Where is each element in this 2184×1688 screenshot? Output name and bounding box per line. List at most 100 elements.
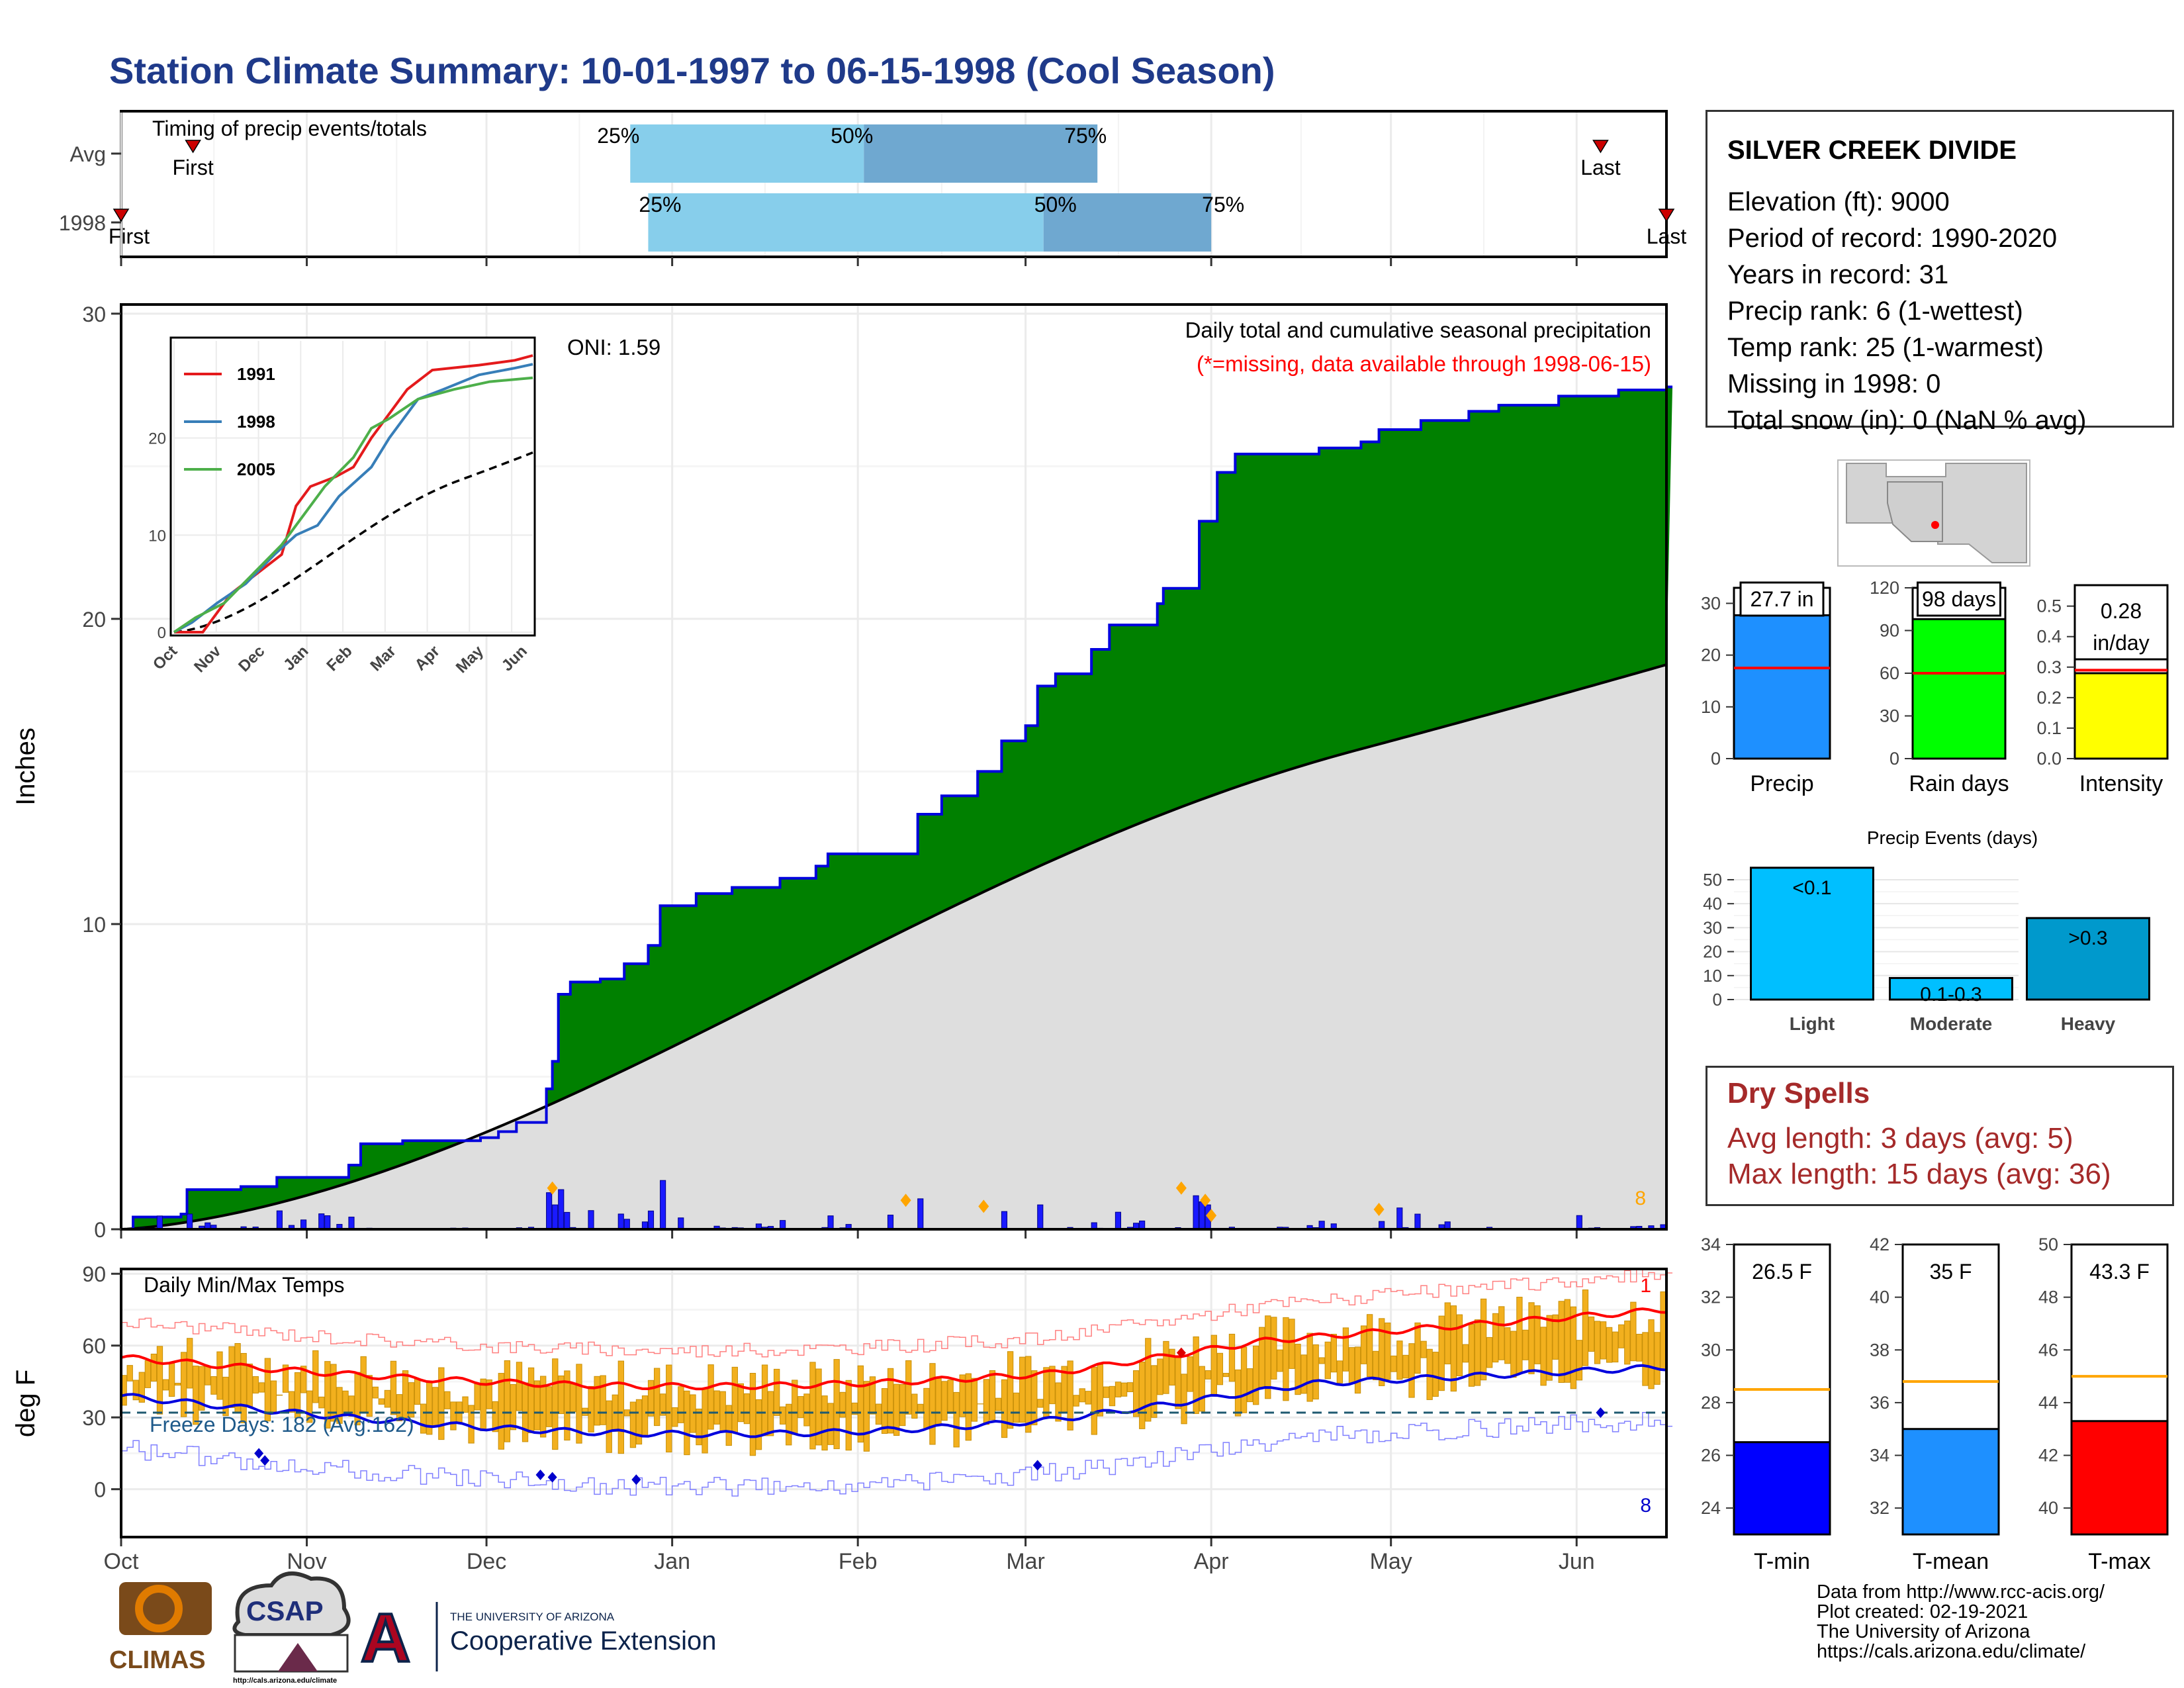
daily-precip-bar xyxy=(678,1217,684,1230)
average-min-line xyxy=(120,1364,1667,1438)
average-cumulative-area xyxy=(121,665,1666,1229)
ua-logo: A THE UNIVERSITY OF ARIZONA Cooperative … xyxy=(359,1599,716,1678)
station-name: SILVER CREEK DIVIDE xyxy=(1727,136,2017,165)
daily-temp-bar xyxy=(270,1380,277,1413)
heavy-event-marker xyxy=(1206,1209,1217,1223)
daily-temp-bar xyxy=(893,1383,900,1436)
daily-temp-bar xyxy=(132,1380,139,1401)
daily-temp-bar xyxy=(690,1394,696,1433)
inset-series-line xyxy=(173,376,533,633)
inset-legend-label: 1991 xyxy=(237,364,275,384)
credits-block: Data from http://www.rcc-acis.org/ Plot … xyxy=(1817,1582,2105,1662)
daily-temp-bar xyxy=(144,1360,152,1388)
daily-temp-bar xyxy=(396,1394,403,1422)
x-month-label: Jan xyxy=(654,1549,690,1574)
dry-spells-line: Max length: 15 days (avg: 36) xyxy=(1727,1158,2111,1190)
daily-temp-bar xyxy=(510,1383,517,1430)
daily-temp-bar xyxy=(252,1376,259,1394)
daily-temp-bar xyxy=(1210,1335,1217,1395)
record-low-marker xyxy=(1596,1407,1606,1418)
daily-temp-bar xyxy=(1073,1395,1079,1407)
daily-temp-bar xyxy=(1582,1289,1589,1366)
state-map xyxy=(1837,459,2030,567)
daily-temp-bar xyxy=(1534,1305,1541,1364)
precip-y-label: Inches xyxy=(11,727,40,806)
daily-temp-bar xyxy=(1091,1366,1097,1435)
daily-temp-bar xyxy=(1055,1382,1062,1422)
timing-pct-label: 75% xyxy=(1064,124,1107,148)
daily-precip-bar xyxy=(1199,1201,1205,1230)
daily-temp-bar xyxy=(1468,1324,1475,1387)
csap-logo-text: CSAP xyxy=(246,1595,324,1626)
daily-temp-bar xyxy=(187,1338,193,1389)
daily-precip-bar xyxy=(917,1198,924,1230)
daily-temp-bar xyxy=(731,1366,738,1433)
daily-temp-bar xyxy=(1271,1317,1277,1380)
daily-temp-bar xyxy=(1528,1302,1535,1374)
timing-pct-label: 25% xyxy=(597,124,639,148)
daily-temp-bar xyxy=(635,1399,643,1445)
daily-temp-bar xyxy=(438,1367,445,1440)
summary-bar-value-label: 27.7 in xyxy=(1750,587,1813,611)
daily-temp-bar xyxy=(1564,1299,1570,1383)
daily-temp-bar xyxy=(193,1366,199,1425)
daily-temp-bar xyxy=(1462,1344,1469,1363)
x-month-label: Oct xyxy=(104,1549,139,1574)
daily-temp-bar xyxy=(1504,1327,1511,1364)
daily-temp-bar xyxy=(1199,1366,1205,1412)
daily-precip-bar xyxy=(617,1213,624,1230)
timing-row-label: 1998 xyxy=(59,211,106,235)
events-bar xyxy=(1889,976,2013,1001)
daily-temp-bar xyxy=(1385,1322,1391,1380)
daily-temp-bar xyxy=(983,1379,990,1425)
daily-temp-bar xyxy=(210,1376,217,1395)
temp-bar-tick-label: 44 xyxy=(2038,1393,2058,1413)
daily-temp-bar xyxy=(1588,1316,1595,1352)
record-low-marker xyxy=(1032,1460,1042,1471)
daily-temp-bar xyxy=(378,1398,385,1405)
temp-bar-tick-label: 26 xyxy=(1701,1446,1721,1466)
csap-mountain-shape xyxy=(278,1643,318,1671)
daily-temp-bar xyxy=(1049,1366,1056,1405)
station-info-line: Years in record: 31 xyxy=(1727,260,1949,289)
events-tick-label: 10 xyxy=(1703,966,1722,986)
daily-temp-bar xyxy=(420,1403,427,1434)
daily-temp-bar xyxy=(666,1364,672,1453)
daily-temp-bar xyxy=(1181,1374,1187,1425)
temp-bar-value-label: 43.3 F xyxy=(2089,1260,2150,1284)
daily-temp-bar xyxy=(1558,1301,1565,1383)
daily-temp-bar xyxy=(755,1399,762,1450)
daily-temp-bar xyxy=(1576,1340,1583,1381)
inset-average-line xyxy=(173,451,533,633)
summary-bar-tick-label: 90 xyxy=(1880,621,1899,641)
daily-precip-bar xyxy=(300,1219,307,1230)
x-axis-months: Oct Nov Dec Jan Feb Mar Apr May Jun xyxy=(104,257,1595,1574)
temp-bar-tick-label: 32 xyxy=(1701,1288,1721,1307)
daily-temp-bar xyxy=(1001,1379,1008,1438)
daily-temp-bar xyxy=(761,1364,768,1436)
temp-bar-tick-label: 42 xyxy=(2038,1446,2058,1466)
daily-temp-bar xyxy=(1348,1347,1355,1384)
daily-temp-bar xyxy=(1228,1333,1236,1382)
record-low-marker xyxy=(631,1474,641,1485)
record-low-marker xyxy=(535,1469,545,1480)
daily-temp-bar xyxy=(713,1390,720,1425)
last-event-marker xyxy=(1592,140,1609,154)
daily-temp-bar xyxy=(390,1360,397,1415)
temp-y-label: deg F xyxy=(11,1370,40,1437)
temp-bar-tick-label: 38 xyxy=(1870,1340,1889,1360)
precip-y-tick-label: 30 xyxy=(82,303,106,326)
daily-temp-bar xyxy=(558,1375,565,1415)
x-month-label: Feb xyxy=(839,1549,878,1574)
ua-a-mark: A xyxy=(361,1600,410,1677)
daily-temp-bar xyxy=(1648,1319,1655,1389)
daily-temp-bar xyxy=(264,1358,271,1422)
summary-bar-fill xyxy=(2073,672,2169,760)
station-info-line: Period of record: 1990-2020 xyxy=(1727,224,2058,253)
daily-temp-bar xyxy=(1133,1370,1140,1417)
daily-temp-bar xyxy=(863,1381,870,1452)
daily-precip-bar xyxy=(1414,1213,1421,1230)
station-info-line: Precip rank: 6 (1-wettest) xyxy=(1727,297,2023,326)
daily-temp-bar xyxy=(312,1350,319,1403)
